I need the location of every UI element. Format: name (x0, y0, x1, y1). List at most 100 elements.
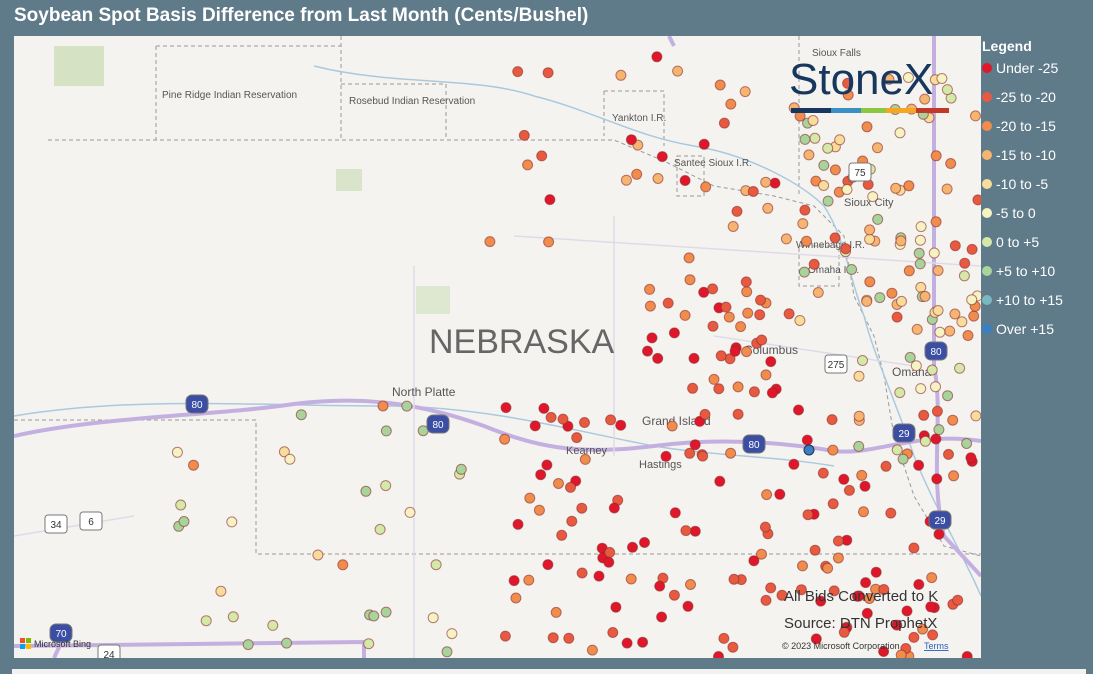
legend-swatch (982, 324, 992, 334)
bid-dot (544, 194, 556, 206)
bid-dot (926, 364, 938, 376)
bid-dot (627, 541, 638, 553)
bid-dot (933, 424, 945, 436)
terms-link[interactable]: Terms (924, 641, 949, 651)
legend-item[interactable]: Over +15 (982, 321, 1090, 350)
bid-dot (795, 584, 807, 596)
bid-dot (529, 420, 541, 432)
bid-dot (886, 287, 898, 299)
bid-dot (725, 447, 737, 459)
legend-label: -5 to 0 (996, 205, 1036, 221)
shield (824, 354, 848, 374)
bid-dot (215, 585, 227, 597)
bid-dot (571, 432, 583, 444)
shield (97, 644, 121, 658)
bid-dot (547, 632, 559, 644)
bid-dot (732, 408, 744, 420)
legend-item[interactable]: +5 to +10 (982, 263, 1090, 292)
bid-dot (853, 440, 865, 452)
bid-dot (756, 548, 767, 560)
bid-dot (930, 381, 941, 393)
legend-item[interactable]: Under -25 (982, 60, 1090, 89)
legend-item[interactable]: -25 to -20 (982, 89, 1090, 118)
bid-dot (536, 150, 548, 162)
bid-dot (714, 475, 726, 487)
bid-dot (363, 638, 375, 650)
bid-dot (966, 294, 978, 306)
bid-dot (668, 589, 680, 601)
bid-dot (961, 438, 973, 449)
bid-dot (765, 356, 777, 368)
bid-dot (708, 373, 720, 385)
shield (185, 394, 209, 414)
place-label: Omaha (892, 365, 932, 379)
bid-dot (512, 518, 524, 530)
bid-dot (755, 294, 766, 306)
bid-dot (913, 247, 925, 259)
bid-dot (553, 478, 564, 489)
shield-label: 70 (55, 629, 67, 640)
bid-dot (797, 218, 809, 230)
bid-dot (742, 307, 754, 319)
bid-dot (801, 434, 813, 446)
legend-item[interactable]: -15 to -10 (982, 147, 1090, 176)
shield-label: 275 (828, 360, 845, 371)
bid-dot (941, 183, 953, 195)
bid-dot (872, 142, 883, 154)
bid-dot (499, 433, 511, 445)
bid-dot (603, 556, 615, 568)
shield-label: 80 (930, 347, 942, 358)
bid-dot (604, 546, 616, 558)
bid-dot (794, 315, 806, 326)
bid-dot (890, 182, 902, 194)
bid-dot (754, 309, 766, 321)
bid-dot (949, 308, 961, 320)
bid-dot (684, 447, 696, 459)
bid-dot (897, 453, 909, 465)
bid-dot (679, 175, 691, 186)
shield (924, 341, 948, 361)
place-label: Grand Island (642, 414, 711, 428)
bid-dot (827, 498, 839, 510)
bid-dot (822, 562, 834, 574)
bid-dot (832, 535, 844, 547)
legend-swatch (982, 266, 992, 276)
bid-dot (911, 323, 923, 335)
bid-dot (723, 311, 735, 323)
legend-item[interactable]: 0 to +5 (982, 234, 1090, 263)
legend-swatch (982, 237, 992, 247)
legend-item[interactable]: -10 to -5 (982, 176, 1090, 205)
bid-dot (788, 458, 800, 470)
bid-dot (930, 433, 942, 445)
bid-dot (542, 67, 554, 79)
bid-dot (175, 499, 187, 511)
legend-item[interactable]: -20 to -15 (982, 118, 1090, 147)
bid-dot (535, 469, 547, 481)
bid-dot (739, 86, 751, 98)
bid-dot (838, 473, 850, 485)
legend-item[interactable]: +10 to +15 (982, 292, 1090, 321)
bid-dot (801, 235, 812, 247)
bid-dot (684, 274, 696, 286)
bid-dot (642, 345, 653, 357)
bid-dot (731, 205, 743, 217)
legend-swatch (982, 121, 992, 131)
shield (848, 162, 872, 182)
bid-dot (380, 480, 392, 492)
place-label: Santee Sioux I.R. (674, 158, 752, 169)
bid-dot (834, 134, 846, 146)
bid-dot (948, 470, 960, 482)
bid-dot (748, 386, 760, 398)
bid-dot (874, 292, 886, 304)
bid-dot (563, 632, 575, 644)
bid-dot (941, 84, 953, 96)
bid-dot (541, 459, 553, 471)
legend-item[interactable]: -5 to 0 (982, 205, 1090, 234)
bid-dot (538, 402, 550, 414)
bid-dot (715, 350, 727, 362)
state-label: NEBRASKA (429, 323, 614, 361)
bid-dot (586, 644, 598, 656)
place-label: Sioux City (844, 197, 894, 209)
bid-dot (765, 582, 777, 594)
